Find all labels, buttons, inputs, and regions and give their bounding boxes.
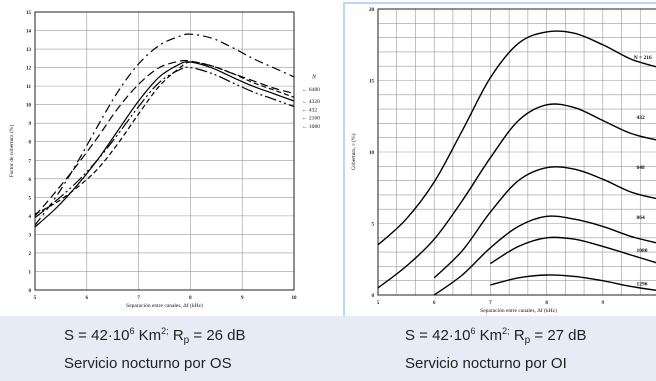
y-tick-label: 5: [372, 223, 375, 228]
x-tick-label: 9: [602, 301, 605, 306]
grid: [34, 11, 295, 291]
caption-right-formula: S = 42·106 Km2; Rp = 27 dB: [405, 326, 587, 346]
y-tick-label: 3: [29, 233, 32, 238]
x-tick-label: 6: [86, 296, 89, 301]
y-tick-label: 6: [29, 178, 32, 183]
y-tick-label: 10: [369, 151, 375, 156]
y-tick-label: 10: [26, 104, 32, 109]
legend-label: ← 432: [302, 107, 317, 113]
grid: [377, 8, 656, 296]
coverage-chart-oi: 567891005101520Separación entre canales,…: [350, 8, 656, 314]
series-label: 648: [637, 165, 646, 171]
coverage-chart-os: 5 6 7 8 9 100123456789101112131415Separación …: [8, 11, 320, 309]
series-line-1080: [490, 236, 656, 265]
series-label: 1296: [637, 282, 648, 288]
y-tick-label: 4: [29, 215, 32, 220]
y-tick-label: 9: [29, 122, 32, 127]
y-tick-label: 12: [26, 67, 32, 72]
x-tick-label: 5: [377, 301, 380, 306]
series-line-2160: [34, 61, 295, 228]
y-tick-label: 2: [29, 252, 32, 257]
series-line-N-216: [377, 30, 656, 246]
y-tick-label: 15: [369, 80, 375, 85]
legend-label: ← 4320: [302, 99, 320, 105]
series-label: N = 216: [634, 55, 652, 61]
y-tick-label: 13: [26, 48, 32, 53]
legend-label: ← 2160: [302, 116, 320, 122]
y-tick-label: 20: [369, 8, 375, 13]
legend-title: N: [311, 75, 317, 81]
y-tick-label: 7: [29, 159, 32, 164]
series-label: 432: [637, 115, 646, 121]
series-line-4320: [34, 59, 295, 217]
caption-left-formula: S = 42·106 Km2; Rp = 26 dB: [64, 326, 246, 346]
y-tick-label: 11: [26, 85, 31, 90]
legend-label: ← 6480: [302, 87, 320, 93]
y-tick-label: 1: [29, 270, 32, 275]
series-line-432: [377, 103, 656, 289]
series-line-432: [34, 61, 295, 215]
series-line-648: [433, 166, 656, 279]
x-tick-label: 5: [34, 296, 37, 301]
x-tick-label: 10: [292, 296, 298, 301]
x-tick-label: 6: [433, 301, 436, 306]
series-line-1080: [34, 66, 295, 219]
y-tick-label: 15: [26, 11, 32, 16]
x-tick-label: 8: [545, 301, 548, 306]
series-line-6480: [34, 33, 295, 226]
y-axis-label: Factor de cobertura (%): [8, 125, 15, 178]
caption-band: [0, 316, 656, 381]
y-tick-label: 0: [29, 289, 32, 294]
series-line-864: [433, 215, 656, 296]
legend-label: ← 1080: [302, 124, 320, 130]
y-axis-label: Cobertura, c (%): [350, 133, 357, 170]
x-tick-label: 7: [137, 296, 140, 301]
y-tick-label: 14: [26, 30, 32, 35]
y-tick-label: 5: [29, 196, 32, 201]
y-tick-label: 8: [29, 141, 32, 146]
plot-frame: [34, 11, 295, 291]
series-line-1296: [490, 274, 656, 291]
x-tick-label: 9: [241, 296, 244, 301]
caption-left-service: Servicio nocturno por OS: [64, 355, 232, 372]
series-label: 1080: [637, 248, 648, 254]
chart-panel-right: 567891005101520Separación entre canales,…: [343, 2, 656, 316]
x-tick-label: 8: [189, 296, 192, 301]
series-label: 864: [637, 215, 646, 221]
y-tick-label: 0: [372, 294, 375, 299]
caption-right-service: Servicio nocturno por OI: [405, 355, 567, 372]
x-axis-label: Separación entre canales, Δf (kHz): [126, 302, 203, 309]
x-axis-label: Separación entre canales, Δf (kHz): [480, 307, 557, 314]
plot-frame: [377, 8, 656, 296]
chart-panel-left: 5 6 7 8 9 10 0 1 2 3 4 5 6 7 8 9 10 11 12 13 14 15 Separación …: [0, 0, 326, 316]
x-tick-label: 7: [489, 301, 492, 306]
